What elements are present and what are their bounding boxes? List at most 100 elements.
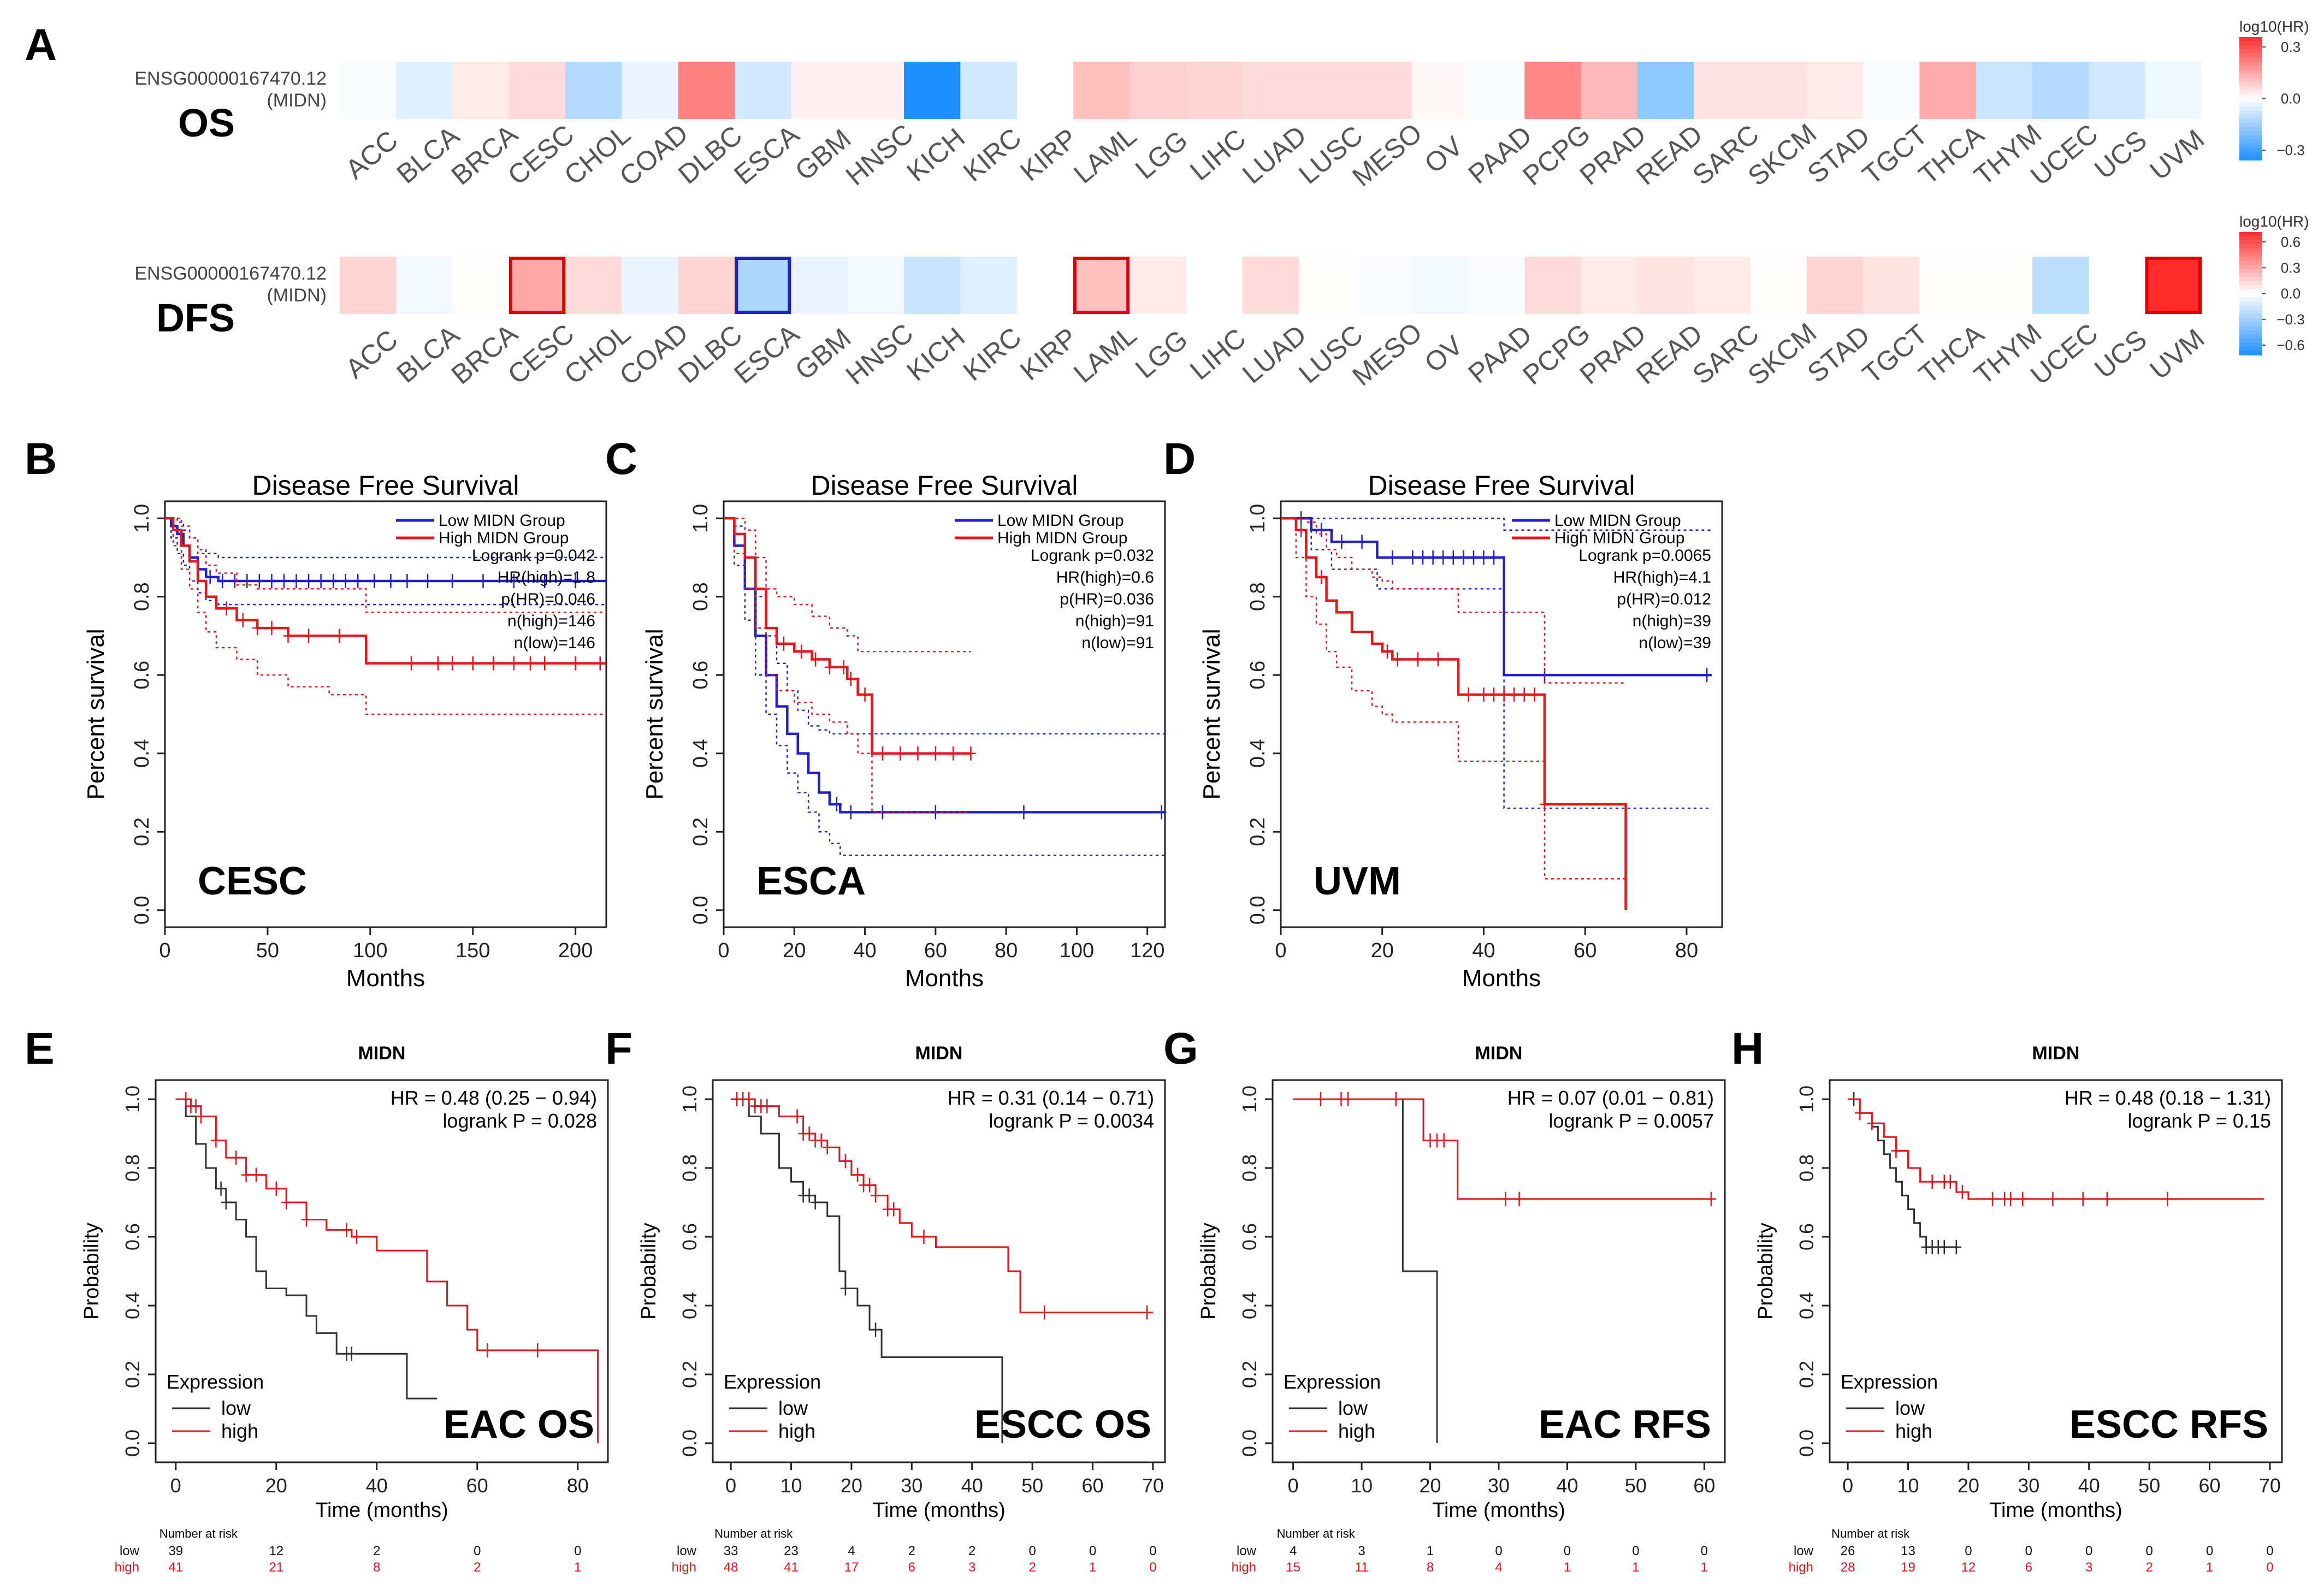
legend-gradient-step	[2239, 248, 2262, 253]
y-tick-label: 0.0	[1238, 1430, 1261, 1457]
legend-gradient-step	[2239, 119, 2262, 124]
x-axis-label: Months	[905, 965, 984, 992]
stat-line: n(high)=91	[1075, 612, 1154, 630]
legend-gradient-step	[2239, 232, 2262, 237]
panel-letter-g: G	[1163, 1024, 1198, 1074]
y-tick-label: 0.2	[1246, 817, 1269, 846]
plot-frame	[1829, 1079, 2283, 1463]
heatmap-category-label: LUAD	[1237, 120, 1312, 190]
legend-gradient-step	[2239, 244, 2262, 249]
y-tick-label: 0.8	[1238, 1154, 1261, 1182]
heatmap-category-label: TGCT	[1856, 119, 1933, 190]
stat-line: n(high)=146	[507, 612, 595, 630]
risk-table-title: Number at risk	[714, 1527, 793, 1540]
legend-gradient-step	[2239, 144, 2262, 149]
y-tick-label: 0.2	[678, 1361, 701, 1388]
risk-count: 13	[1901, 1544, 1915, 1558]
legend-gradient-step	[2239, 252, 2262, 257]
cancer-tag: EAC OS	[443, 1403, 594, 1446]
risk-count: 6	[908, 1560, 915, 1575]
survival-curve	[175, 1098, 437, 1400]
heatmap-cell	[1637, 62, 1694, 119]
heatmap-category-label: READ	[1630, 318, 1708, 390]
x-tick-label: 0	[1288, 1474, 1299, 1497]
heatmap-cell	[1976, 257, 2033, 314]
y-tick-label: 0.4	[121, 1292, 144, 1319]
x-tick-label: 80	[995, 939, 1018, 962]
x-tick-label: 20	[265, 1474, 287, 1497]
legend-tick-label: −0.3	[2276, 142, 2304, 158]
legend-label: high	[1895, 1420, 1932, 1442]
stat-line: HR = 0.48 (0.25 − 0.94)	[391, 1087, 597, 1109]
heatmap-category-label: PCPG	[1517, 118, 1596, 191]
risk-table-title: Number at risk	[159, 1527, 238, 1540]
heatmap-category-label: GBM	[789, 123, 856, 186]
heatmap-cell	[565, 62, 622, 119]
risk-count: 0	[1149, 1544, 1156, 1558]
legend-tick-label: 0.0	[2281, 286, 2301, 302]
x-tick-label: 0	[718, 939, 729, 962]
y-tick-label: 1.0	[131, 504, 153, 533]
stat-line: n(low)=146	[514, 634, 595, 652]
heatmap-category-label: SKCM	[1742, 118, 1823, 192]
heatmap-category-label: GBM	[789, 322, 856, 386]
survival-curve	[175, 1098, 599, 1443]
legend-gradient-step	[2239, 260, 2262, 265]
stat-line: HR = 0.07 (0.01 − 0.81)	[1507, 1087, 1714, 1109]
risk-row-label: low	[1794, 1544, 1814, 1558]
risk-count: 0	[1028, 1544, 1036, 1558]
heatmap-category-label: BLCA	[391, 120, 466, 189]
stat-line: Logrank p=0.032	[1031, 547, 1154, 565]
legend-gradient-step	[2239, 103, 2262, 108]
heatmap-category-label: LGG	[1130, 124, 1193, 185]
x-axis-label: Months	[346, 965, 425, 992]
heatmap-os: ENSG00000167470.12(MIDN)OSACCBLCABRCACES…	[134, 18, 2309, 192]
risk-count: 0	[1632, 1544, 1639, 1558]
x-axis-label: Time (months)	[1432, 1499, 1565, 1522]
x-tick-label: 40	[853, 939, 876, 962]
heatmap-gene-symbol: (MIDN)	[267, 90, 327, 111]
legend-gradient-step	[2239, 351, 2262, 355]
heatmap-cell	[1130, 257, 1186, 314]
x-tick-label: 200	[558, 939, 593, 962]
legend-gradient-step	[2239, 269, 2262, 274]
legend-label: low	[778, 1397, 808, 1419]
risk-count: 11	[1355, 1560, 1369, 1575]
heatmap-category-label: ESCA	[728, 318, 805, 390]
x-tick-label: 50	[2138, 1474, 2160, 1497]
risk-count: 4	[1290, 1544, 1297, 1558]
stat-line: logrank P = 0.028	[442, 1110, 597, 1132]
series-high-midn-group	[724, 517, 976, 813]
heatmap-cell	[340, 257, 397, 314]
series-high	[1848, 1098, 2264, 1206]
y-axis-label: Probability	[1754, 1223, 1777, 1319]
risk-count: 8	[1427, 1560, 1434, 1575]
heatmap-dfs: ENSG00000167470.12(MIDN)DFSACCBLCABRCACE…	[134, 213, 2309, 392]
risk-count: 0	[1564, 1544, 1571, 1558]
stat-line: logrank P = 0.15	[2127, 1110, 2271, 1132]
risk-count: 48	[724, 1560, 738, 1575]
heatmap-row-label: DFS	[156, 297, 235, 340]
x-tick-label: 50	[1625, 1474, 1647, 1497]
confidence-band-lower	[724, 517, 1165, 856]
legend-gradient-step	[2239, 257, 2262, 262]
heatmap-cell	[904, 62, 961, 119]
y-axis-label: Probability	[80, 1223, 103, 1319]
y-tick-label: 1.0	[1238, 1086, 1261, 1113]
risk-count: 0	[2145, 1544, 2152, 1558]
legend-gradient-step	[2239, 94, 2262, 99]
risk-count: 3	[2085, 1560, 2092, 1575]
risk-row-label: low	[1237, 1544, 1257, 1558]
x-tick-label: 80	[567, 1474, 589, 1497]
y-tick-label: 0.0	[689, 896, 712, 924]
confidence-band-upper	[165, 517, 606, 613]
risk-count: 0	[2206, 1544, 2213, 1558]
x-tick-label: 70	[2259, 1474, 2281, 1497]
y-tick-label: 0.6	[678, 1223, 701, 1250]
legend-tick-label: 0.3	[2281, 39, 2301, 55]
stat-line: Logrank p=0.042	[472, 547, 595, 565]
heatmap-category-label: TGCT	[1856, 318, 1933, 389]
